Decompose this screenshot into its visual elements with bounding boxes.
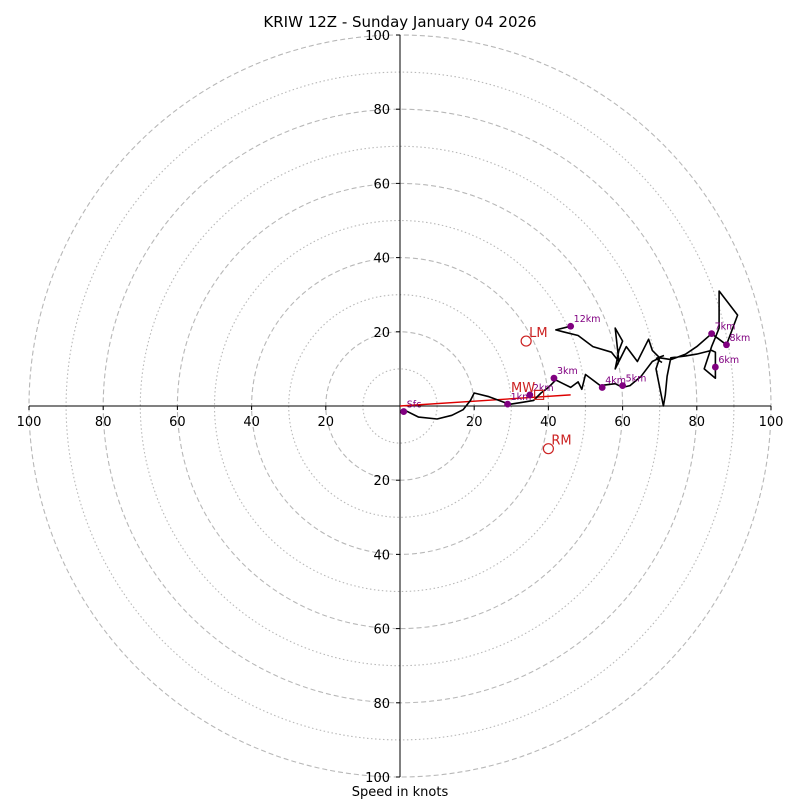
x-tick-label: 20 bbox=[466, 415, 483, 430]
height-marker-7km bbox=[708, 330, 716, 338]
x-tick-label: 20 bbox=[318, 415, 335, 430]
storm-motion-lm-label: LM bbox=[529, 326, 547, 341]
hodograph-trace bbox=[403, 290, 739, 420]
height-marker-8km-label: 8km bbox=[729, 333, 750, 344]
storm-motion-mw-marker bbox=[534, 389, 545, 400]
height-marker-1km-label: 1km bbox=[511, 392, 532, 403]
tick-labels: 100 80 60 40 20 20 40 60 80 100 100 80 60 40 20 20 40 60 8… bbox=[17, 29, 784, 786]
x-tick-label: 100 bbox=[17, 415, 42, 430]
chart-title: KRIW 12Z - Sunday January 04 2026 bbox=[263, 13, 536, 31]
x-tick-label: 80 bbox=[689, 415, 706, 430]
x-tick-label: 60 bbox=[169, 415, 186, 430]
height-marker-sfc bbox=[400, 408, 408, 415]
storm-motion-rm-label: RM bbox=[551, 434, 571, 449]
x-tick-label: 100 bbox=[759, 415, 784, 430]
height-marker-12km-label: 12km bbox=[574, 314, 601, 325]
height-marker-2km-label: 2km bbox=[533, 383, 554, 394]
shear-vector-group bbox=[399, 394, 571, 407]
height-marker-3km-label: 3km bbox=[557, 366, 578, 377]
height-marker-8km bbox=[723, 341, 730, 349]
y-tick-label: 60 bbox=[373, 623, 390, 638]
shear-vector bbox=[399, 394, 571, 407]
y-tick-label: 80 bbox=[373, 103, 390, 118]
storm-motion-rm-marker bbox=[542, 443, 555, 455]
height-marker-12km bbox=[567, 322, 575, 330]
y-tick-label: 60 bbox=[373, 177, 390, 192]
height-marker-3km bbox=[550, 374, 558, 382]
y-tick-label: 40 bbox=[373, 548, 390, 563]
height-marker-6km-label: 6km bbox=[718, 355, 739, 366]
x-tick-label: 80 bbox=[95, 415, 112, 430]
hodograph-trace-group bbox=[403, 290, 739, 420]
x-tick-label: 40 bbox=[540, 415, 557, 430]
height-marker-7km-label: 7km bbox=[715, 322, 736, 333]
x-tick-label: 60 bbox=[614, 415, 631, 430]
height-marker-1km bbox=[504, 400, 511, 408]
height-marker-4km-label: 4km bbox=[605, 375, 626, 386]
storm-motion-mw-label: MW bbox=[511, 381, 535, 396]
y-tick-label: 20 bbox=[373, 474, 390, 489]
x-axis-label: Speed in knots bbox=[352, 785, 449, 800]
y-tick-label: 40 bbox=[373, 252, 390, 267]
trace-arrowhead bbox=[655, 354, 665, 364]
y-tick-label: 20 bbox=[373, 326, 390, 341]
height-marker-5km bbox=[619, 382, 626, 389]
y-tick-label: 80 bbox=[373, 697, 390, 712]
height-marker-6km bbox=[711, 363, 719, 371]
storm-motion-markers: LM MW RM bbox=[511, 326, 572, 455]
storm-motion-lm-marker bbox=[520, 335, 532, 347]
y-tick-label: 100 bbox=[365, 771, 390, 786]
x-tick-label: 40 bbox=[243, 415, 260, 430]
height-marker-2km bbox=[526, 391, 534, 399]
height-marker-sfc-label: Sfc bbox=[407, 400, 422, 411]
height-marker-4km bbox=[598, 384, 606, 391]
y-tick-label: 100 bbox=[365, 29, 390, 44]
height-marker-5km-label: 5km bbox=[626, 374, 647, 385]
